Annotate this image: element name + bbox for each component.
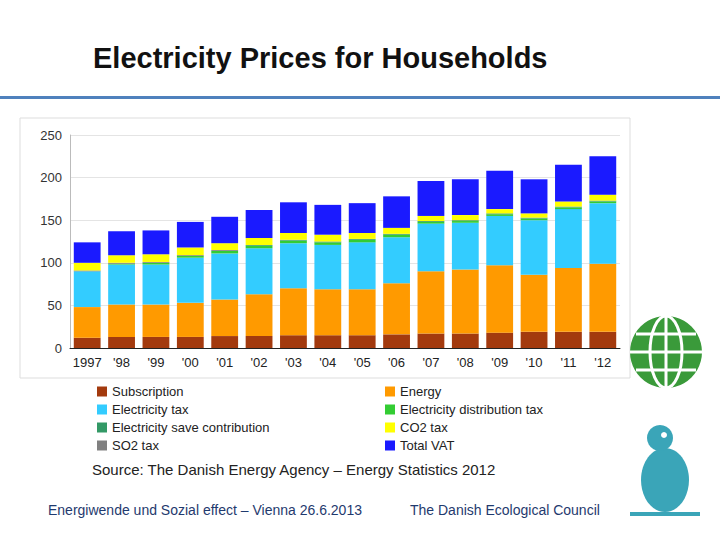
svg-text:250: 250	[40, 128, 62, 143]
svg-text:The Danish Ecological Council: The Danish Ecological Council	[410, 502, 600, 518]
svg-text:'03: '03	[285, 355, 302, 370]
svg-text:Electricity save contribution: Electricity save contribution	[112, 420, 270, 435]
svg-text:'10: '10	[526, 355, 543, 370]
svg-text:'11: '11	[560, 355, 576, 370]
svg-text:100: 100	[40, 255, 62, 270]
svg-text:'07: '07	[422, 355, 439, 370]
svg-text:Electricity tax: Electricity tax	[112, 402, 189, 417]
svg-text:SO2 tax: SO2 tax	[112, 438, 159, 453]
svg-text:Source: The Danish Energy Agen: Source: The Danish Energy Agency – Energ…	[92, 461, 495, 478]
svg-text:1997: 1997	[73, 355, 102, 370]
svg-text:Electricity distribution tax: Electricity distribution tax	[400, 402, 544, 417]
svg-text:Energy: Energy	[400, 384, 442, 399]
svg-text:'09: '09	[491, 355, 508, 370]
svg-text:50: 50	[48, 298, 62, 313]
svg-text:'01: '01	[216, 355, 233, 370]
svg-text:'06: '06	[388, 355, 405, 370]
svg-text:Electricity Prices for Househo: Electricity Prices for Households	[93, 42, 547, 74]
svg-text:'98: '98	[113, 355, 130, 370]
svg-text:150: 150	[40, 213, 62, 228]
svg-text:'08: '08	[457, 355, 474, 370]
svg-text:CO2 tax: CO2 tax	[400, 420, 448, 435]
svg-text:Subscription: Subscription	[112, 384, 184, 399]
svg-text:Total VAT: Total VAT	[400, 438, 454, 453]
svg-text:0: 0	[55, 341, 62, 356]
svg-text:'99: '99	[147, 355, 164, 370]
svg-text:'12: '12	[594, 355, 611, 370]
svg-text:200: 200	[40, 170, 62, 185]
svg-text:Energiwende und Sozial effect: Energiwende und Sozial effect – Vienna 2…	[48, 502, 362, 518]
svg-text:'04: '04	[319, 355, 336, 370]
svg-text:'05: '05	[354, 355, 371, 370]
svg-text:'02: '02	[251, 355, 268, 370]
svg-text:'00: '00	[182, 355, 199, 370]
